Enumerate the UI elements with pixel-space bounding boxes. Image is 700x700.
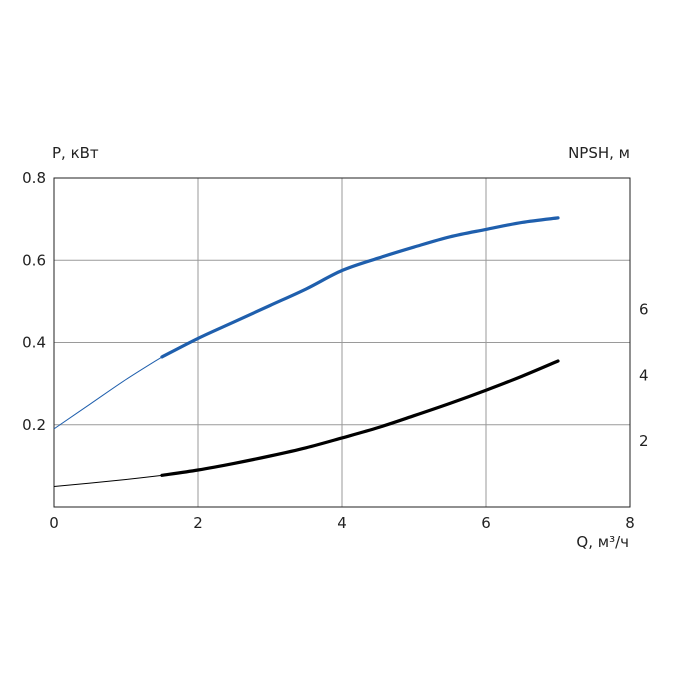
left-tick-label: 0.8	[22, 169, 46, 187]
series-1-extrapolated-line	[53, 474, 163, 487]
right-tick-label: 2	[639, 432, 649, 450]
right-tick-label: 6	[639, 301, 649, 319]
x-axis-title: Q, м³/ч	[576, 533, 629, 551]
right-tick-label: 4	[639, 366, 649, 384]
x-axis-ticks: 0 2 4 6 8	[49, 514, 635, 532]
x-tick-label: 2	[193, 514, 203, 532]
plot-frame	[53, 177, 631, 508]
x-tick-label: 8	[625, 514, 635, 532]
series	[53, 216, 560, 487]
left-axis-ticks: 0.2 0.4 0.6 0.8	[22, 169, 46, 434]
left-axis-title: P, кВт	[52, 144, 99, 162]
x-tick-label: 0	[49, 514, 59, 532]
left-tick-label: 0.6	[22, 251, 46, 269]
left-tick-label: 0.4	[22, 334, 46, 352]
grid	[54, 178, 630, 507]
series-1-operating-line	[160, 359, 560, 477]
series-0-extrapolated-line	[53, 356, 163, 430]
right-axis-title: NPSH, м	[568, 144, 630, 162]
left-tick-label: 0.2	[22, 416, 46, 434]
x-tick-label: 6	[481, 514, 491, 532]
x-tick-label: 4	[337, 514, 347, 532]
right-axis-ticks: 2 4 6	[639, 301, 649, 451]
series-0-operating-line	[160, 216, 560, 359]
